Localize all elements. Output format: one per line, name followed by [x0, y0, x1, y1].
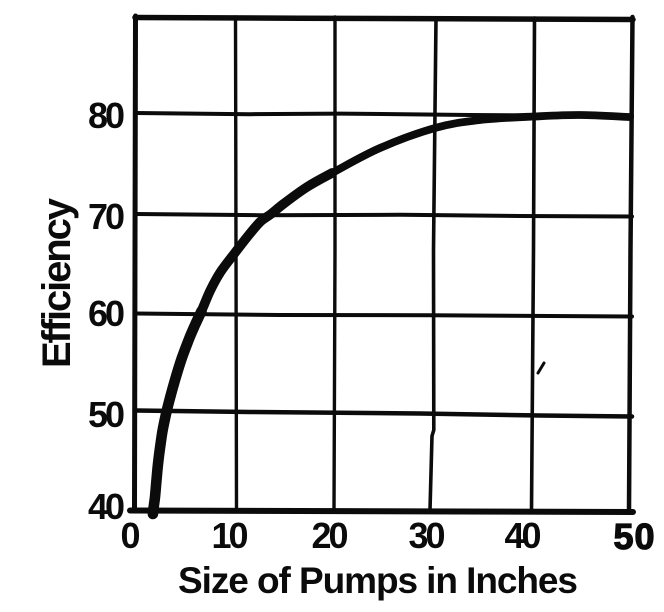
svg-text:10: 10 [212, 515, 249, 556]
svg-text:30: 30 [409, 515, 446, 556]
svg-text:80: 80 [88, 95, 125, 136]
svg-text:0: 0 [120, 515, 140, 556]
svg-text:40: 40 [505, 515, 542, 556]
svg-text:Efficiency: Efficiency [35, 197, 79, 368]
svg-text:50: 50 [88, 394, 125, 435]
svg-text:40: 40 [88, 486, 125, 527]
svg-text:Size of Pumps in Inches: Size of Pumps in Inches [178, 560, 578, 601]
svg-text:50: 50 [614, 516, 655, 557]
svg-text:60: 60 [88, 293, 125, 334]
svg-text:70: 70 [88, 196, 125, 237]
svg-text:20: 20 [312, 515, 349, 556]
